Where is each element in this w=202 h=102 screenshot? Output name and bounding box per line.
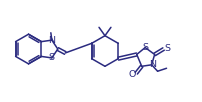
Text: S: S [142, 43, 148, 52]
Text: S: S [49, 53, 55, 62]
Text: N: N [48, 36, 55, 45]
Text: S: S [164, 44, 170, 53]
Text: N: N [149, 60, 156, 69]
Text: O: O [129, 70, 136, 79]
